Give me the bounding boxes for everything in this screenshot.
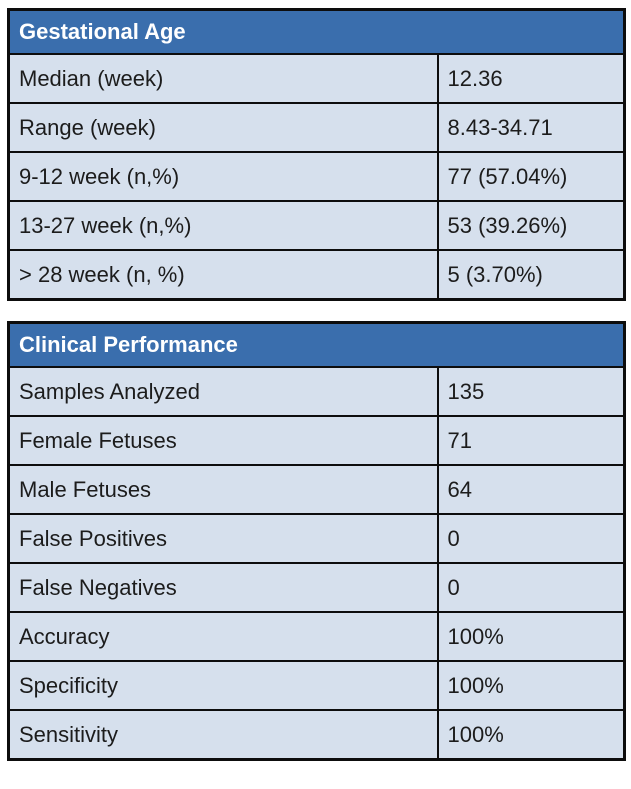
table-row: Accuracy 100%	[7, 611, 626, 662]
row-label: Median (week)	[7, 53, 439, 104]
row-label: 13-27 week (n,%)	[7, 200, 439, 251]
row-label: Samples Analyzed	[7, 366, 439, 417]
table-row: Specificity 100%	[7, 660, 626, 711]
table-header-row: Gestational Age	[7, 8, 626, 55]
document-body: Gestational Age Median (week) 12.36 Rang…	[7, 8, 627, 761]
table-row: Male Fetuses 64	[7, 464, 626, 515]
row-label: Male Fetuses	[7, 464, 439, 515]
table-header-row: Clinical Performance	[7, 321, 626, 368]
row-label: False Positives	[7, 513, 439, 564]
table-row: Samples Analyzed 135	[7, 366, 626, 417]
table-row: 13-27 week (n,%) 53 (39.26%)	[7, 200, 626, 251]
row-value: 71	[436, 415, 626, 466]
row-value: 0	[436, 513, 626, 564]
row-label: Specificity	[7, 660, 439, 711]
row-value: 100%	[436, 660, 626, 711]
table-row: > 28 week (n, %) 5 (3.70%)	[7, 249, 626, 301]
row-value: 100%	[436, 611, 626, 662]
row-label: Sensitivity	[7, 709, 439, 761]
row-label: False Negatives	[7, 562, 439, 613]
table-row: False Positives 0	[7, 513, 626, 564]
row-label: Female Fetuses	[7, 415, 439, 466]
row-label: Accuracy	[7, 611, 439, 662]
row-value: 53 (39.26%)	[436, 200, 626, 251]
row-value: 12.36	[436, 53, 626, 104]
table-row: Range (week) 8.43-34.71	[7, 102, 626, 153]
row-value: 77 (57.04%)	[436, 151, 626, 202]
table-row: 9-12 week (n,%) 77 (57.04%)	[7, 151, 626, 202]
gestational-age-table: Gestational Age Median (week) 12.36 Rang…	[7, 8, 627, 301]
row-label: > 28 week (n, %)	[7, 249, 439, 301]
row-value: 64	[436, 464, 626, 515]
row-label: 9-12 week (n,%)	[7, 151, 439, 202]
row-value: 100%	[436, 709, 626, 761]
table-row: False Negatives 0	[7, 562, 626, 613]
row-value: 0	[436, 562, 626, 613]
table-row: Female Fetuses 71	[7, 415, 626, 466]
row-label: Range (week)	[7, 102, 439, 153]
row-value: 135	[436, 366, 626, 417]
table-row: Median (week) 12.36	[7, 53, 626, 104]
table-title: Clinical Performance	[7, 321, 626, 368]
clinical-performance-table: Clinical Performance Samples Analyzed 13…	[7, 321, 626, 761]
table-title: Gestational Age	[7, 8, 626, 55]
row-value: 5 (3.70%)	[436, 249, 626, 301]
table-row: Sensitivity 100%	[7, 709, 626, 761]
row-value: 8.43-34.71	[436, 102, 626, 153]
